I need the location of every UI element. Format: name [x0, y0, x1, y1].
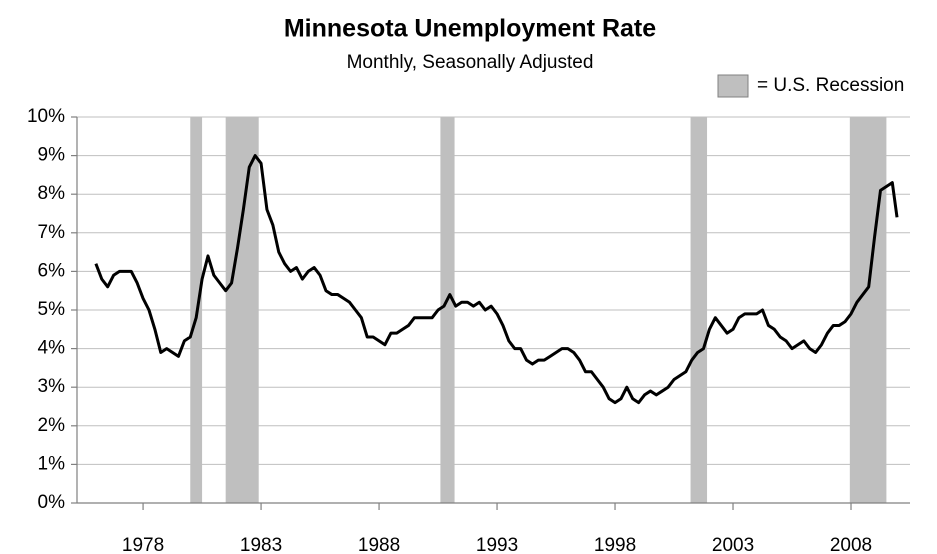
- chart-title: Minnesota Unemployment Rate: [284, 15, 656, 43]
- data-line: [94, 154, 899, 405]
- y-tick-label: 4%: [38, 338, 66, 359]
- x-tick-label: 2003: [712, 535, 754, 554]
- chart-subtitle: Monthly, Seasonally Adjusted: [347, 52, 594, 73]
- legend-label: = U.S. Recession: [757, 75, 904, 96]
- y-tick-label: 8%: [38, 183, 66, 204]
- y-tick-label: 9%: [38, 145, 66, 166]
- y-tick-label: 3%: [38, 376, 66, 397]
- y-tick-label: 7%: [38, 222, 66, 243]
- x-tick-label: 1988: [358, 535, 400, 554]
- y-tick-label: 2%: [38, 415, 66, 436]
- x-tick-label: 1983: [240, 535, 282, 554]
- y-tick-label: 1%: [38, 453, 66, 474]
- y-tick-label: 5%: [38, 299, 66, 320]
- x-tick-label: 1993: [476, 535, 518, 554]
- x-tick-label: 2008: [830, 535, 872, 554]
- legend-swatch: [717, 74, 749, 98]
- y-tick-label: 10%: [27, 106, 65, 127]
- x-tick-label: 1978: [122, 535, 164, 554]
- x-tick-label: 1998: [594, 535, 636, 554]
- y-tick-label: 6%: [38, 260, 66, 281]
- y-tick-label: 0%: [38, 492, 66, 513]
